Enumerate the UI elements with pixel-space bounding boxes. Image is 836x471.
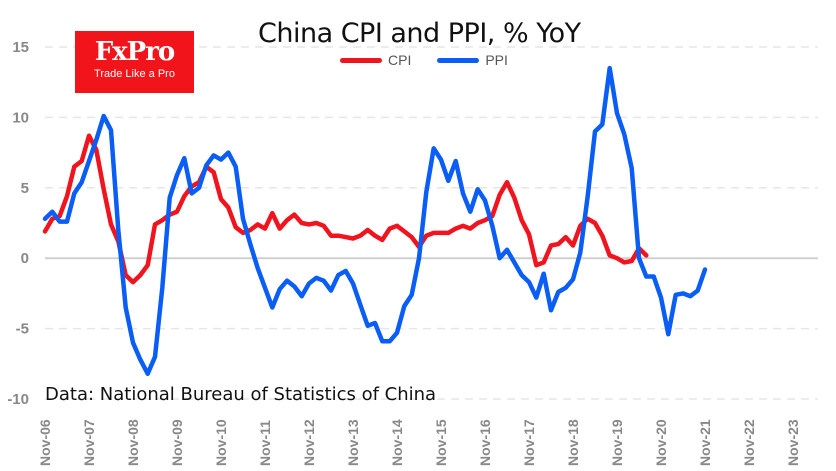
x-axis-ticks: Nov-06 Nov-07 Nov-08 Nov-09 Nov-10 Nov-11 Nov-… xyxy=(37,419,801,466)
y-axis-ticks: 15 10 5 0 -5 -10 xyxy=(7,39,29,408)
legend-label-cpi: CPI xyxy=(388,52,412,68)
legend: CPI PPI xyxy=(340,52,508,68)
y-tick-label: 15 xyxy=(12,39,29,56)
y-tick-label: 0 xyxy=(21,250,29,267)
x-tick-label: Nov-18 xyxy=(565,419,581,466)
x-tick-label: Nov-09 xyxy=(169,419,185,466)
series-line-cpi xyxy=(42,133,649,285)
y-tick-label: -10 xyxy=(7,391,29,408)
x-tick-label: Nov-15 xyxy=(433,419,449,466)
x-tick-label: Nov-20 xyxy=(653,419,669,466)
x-tick-label: Nov-14 xyxy=(389,419,405,466)
x-tick-label: Nov-17 xyxy=(521,419,537,466)
x-tick-label: Nov-13 xyxy=(345,419,361,466)
x-tick-label: Nov-19 xyxy=(609,419,625,466)
x-tick-label: Nov-11 xyxy=(257,420,273,466)
legend-label-ppi: PPI xyxy=(485,52,508,68)
legend-swatch-ppi xyxy=(437,57,480,63)
x-tick-label: Nov-22 xyxy=(741,419,757,466)
fxpro-logo: FxPro Trade Like a Pro xyxy=(75,31,194,93)
logo-tagline: Trade Like a Pro xyxy=(94,68,175,80)
source-note: Data: National Bureau of Statistics of C… xyxy=(45,384,437,405)
chart-title: China CPI and PPI, % YoY xyxy=(258,18,581,49)
x-tick-label: Nov-10 xyxy=(213,419,229,466)
series-line-ppi xyxy=(42,65,708,376)
y-tick-label: -5 xyxy=(16,321,29,338)
x-tick-label: Nov-08 xyxy=(125,419,141,466)
gridlines xyxy=(45,46,818,400)
x-tick-label: Nov-12 xyxy=(301,419,317,466)
y-tick-label: 5 xyxy=(21,180,29,197)
x-tick-label: Nov-16 xyxy=(477,419,493,466)
series-lines xyxy=(42,65,708,376)
logo-brand-name: FxPro xyxy=(94,37,176,67)
y-tick-label: 10 xyxy=(12,109,29,126)
legend-swatch-cpi xyxy=(340,57,382,63)
x-tick-label: Nov-21 xyxy=(697,419,713,466)
x-tick-label: Nov-07 xyxy=(81,419,97,466)
x-tick-label: Nov-06 xyxy=(37,419,53,466)
x-tick-label: Nov-23 xyxy=(785,419,801,466)
